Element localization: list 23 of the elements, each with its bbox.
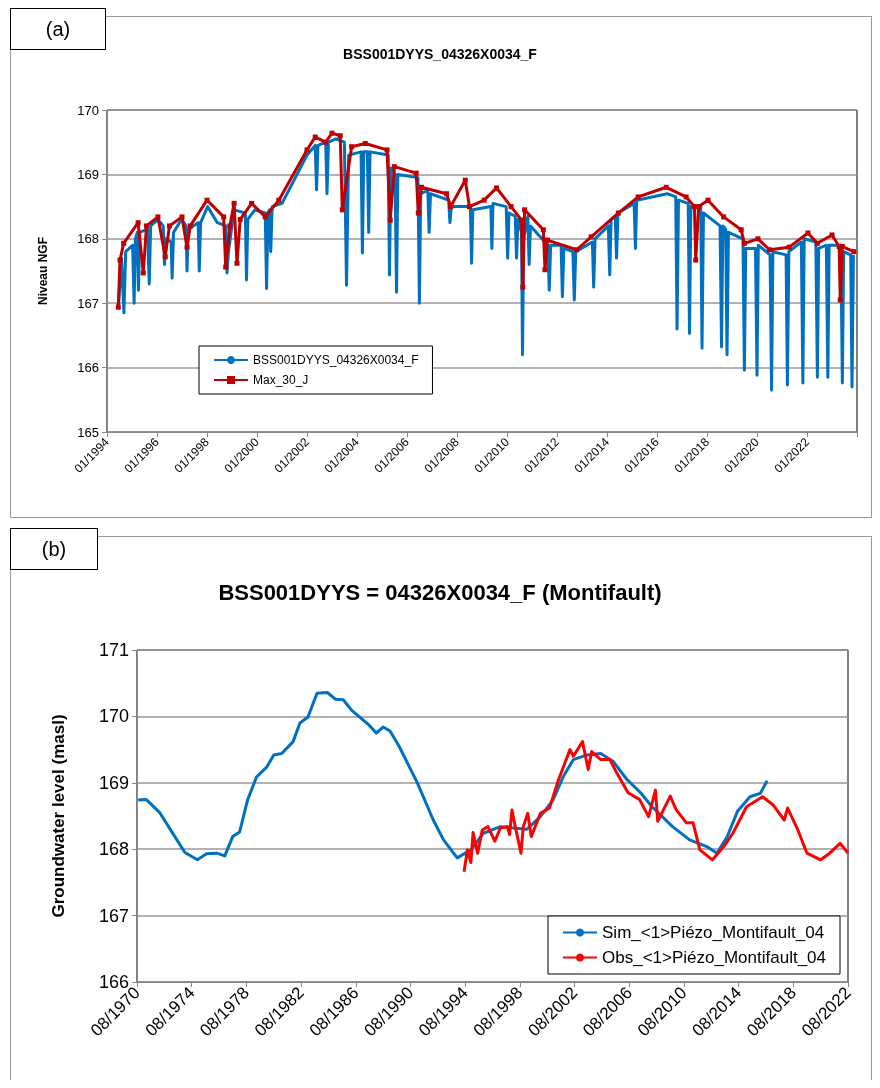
- text: (a): [10, 8, 106, 50]
- chart-title: BSS001DYYS_04326X0034_F: [343, 46, 538, 62]
- chart-title: BSS001DYYS = 04326X0034_F (Montifault): [218, 579, 662, 605]
- y-tick-label: 169: [77, 166, 99, 182]
- y-tick-label: 170: [77, 102, 99, 118]
- y-tick-label: 170: [98, 706, 129, 727]
- y-tick-label: 167: [98, 905, 129, 926]
- y-tick-label: 168: [77, 231, 99, 247]
- y-axis-title: Niveau NGF: [36, 236, 50, 306]
- y-tick-label: 169: [98, 772, 129, 793]
- legend-label: Max_30_J: [253, 373, 309, 387]
- legend-label: Obs_<1>Piézo_Montifault_04: [602, 948, 827, 967]
- y-tick-label: 165: [77, 424, 99, 440]
- y-axis-title: Groundwater level (masl): [49, 714, 68, 918]
- y-tick-label: 167: [77, 295, 99, 311]
- legend-label: BSS001DYYS_04326X0034_F: [253, 353, 419, 367]
- line-series: [462, 740, 850, 874]
- y-tick-label: 166: [77, 360, 99, 376]
- y-tick-label: 166: [98, 972, 129, 992]
- y-tick-label: 168: [98, 839, 129, 860]
- text: (b): [10, 528, 98, 570]
- y-tick-label: 171: [98, 640, 129, 660]
- legend-label: Sim_<1>Piézo_Montifault_04: [602, 923, 825, 942]
